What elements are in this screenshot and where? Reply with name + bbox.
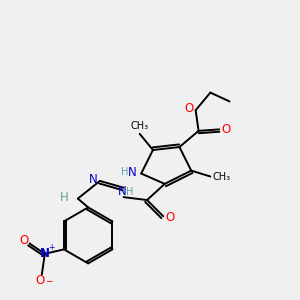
Text: H: H bbox=[121, 167, 129, 177]
Text: O: O bbox=[19, 234, 28, 247]
Text: O: O bbox=[221, 123, 230, 136]
Text: CH₃: CH₃ bbox=[212, 172, 231, 182]
Text: H: H bbox=[126, 187, 133, 197]
Text: +: + bbox=[48, 243, 55, 252]
Text: N: N bbox=[89, 173, 98, 186]
Text: −: − bbox=[45, 276, 52, 285]
Text: O: O bbox=[165, 211, 174, 224]
Text: N: N bbox=[40, 247, 50, 260]
Text: H: H bbox=[60, 190, 69, 204]
Text: O: O bbox=[184, 102, 194, 115]
Text: N: N bbox=[118, 185, 126, 198]
Text: N: N bbox=[128, 166, 137, 178]
Text: CH₃: CH₃ bbox=[130, 122, 149, 131]
Text: O: O bbox=[36, 274, 45, 287]
